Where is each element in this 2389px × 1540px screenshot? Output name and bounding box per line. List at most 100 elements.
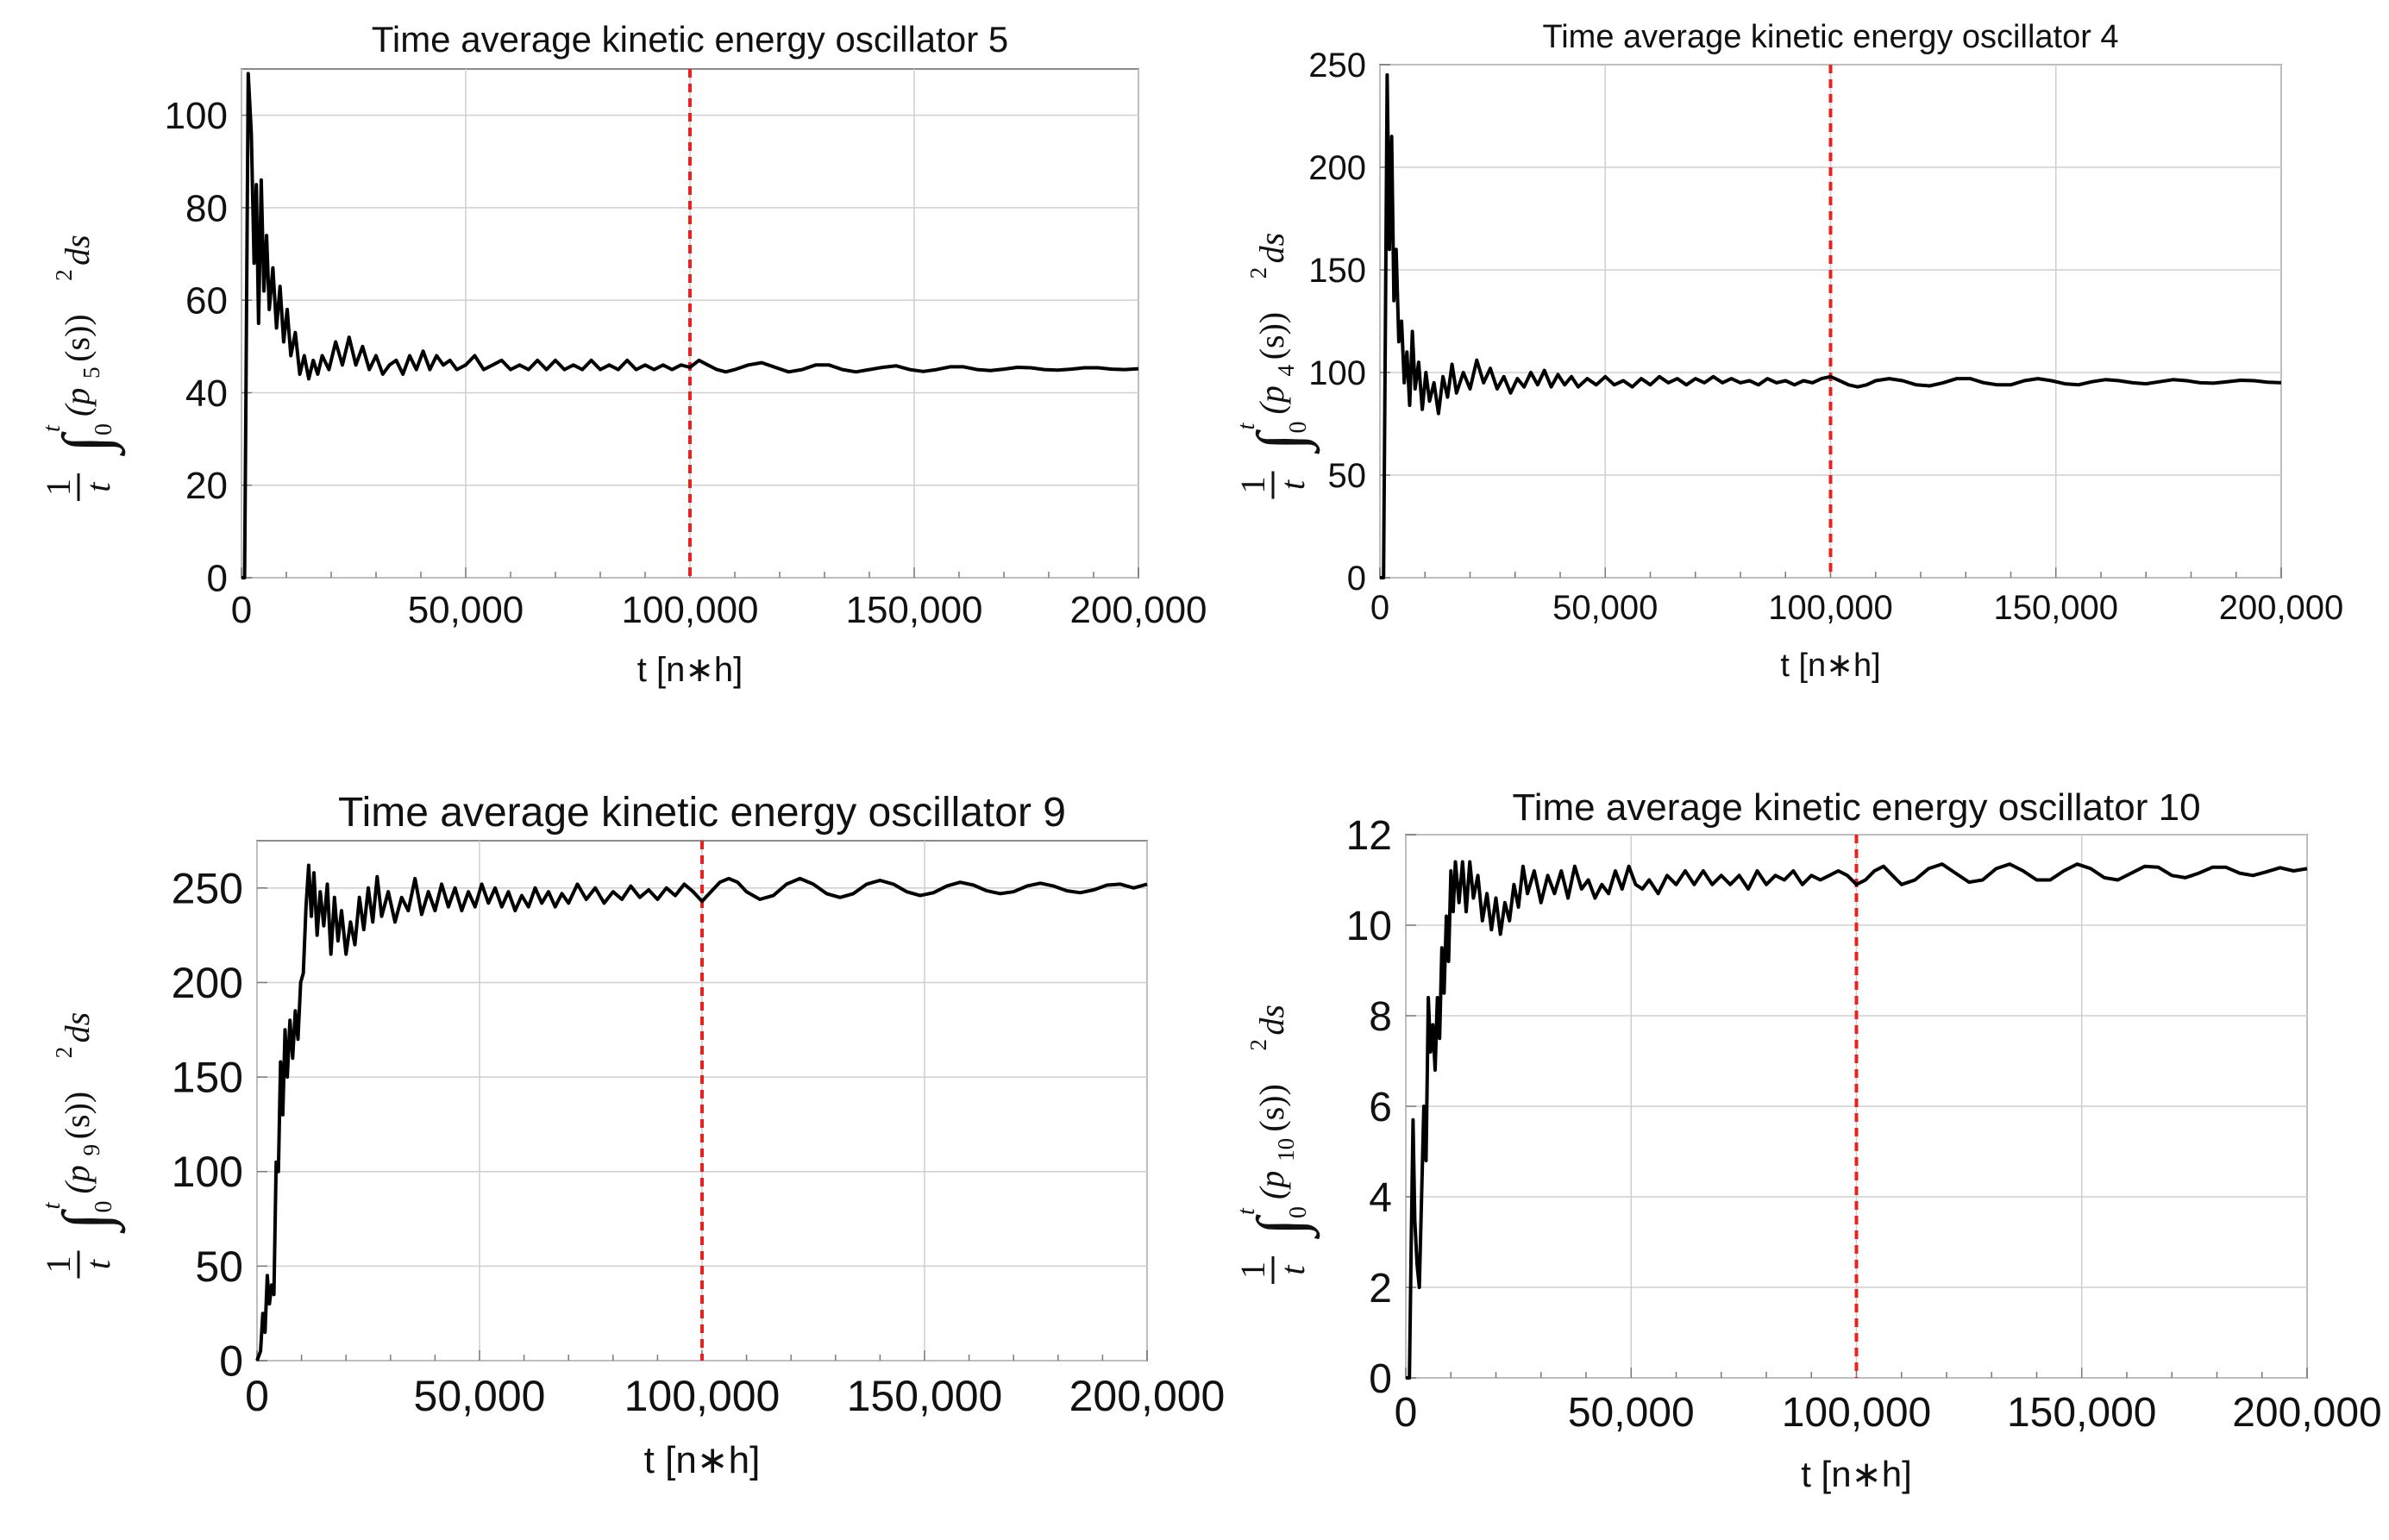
y-axis-label: 1 t∫t 0(p5(s))2ds: [39, 235, 126, 501]
y-tick-label: 50: [1328, 457, 1367, 495]
x-tick-label: 50,000: [408, 589, 524, 631]
ylabel-p: (p: [58, 1165, 97, 1193]
ylabel-subscript: 4: [1273, 365, 1299, 377]
ylabel-upper-limit: t: [1233, 1207, 1260, 1215]
ylabel-ds: ds: [1252, 1005, 1291, 1036]
y-tick-label: 200: [1308, 149, 1366, 187]
y-tick-label: 200: [172, 959, 243, 1007]
ylabel-exponent: 2: [51, 1047, 77, 1059]
ylabel-integral-icon: ∫: [50, 1209, 126, 1234]
ylabel-numerator: 1: [1233, 477, 1272, 494]
x-tick-label: 100,000: [1768, 589, 1893, 627]
x-axis-label: t [n∗h]: [1801, 1454, 1912, 1494]
y-tick-label: 6: [1369, 1085, 1392, 1130]
ylabel-subscript: 5: [78, 366, 104, 379]
ylabel-ds: ds: [58, 235, 97, 266]
y-axis-label: 1 t∫t 0(p9(s))2ds: [39, 1012, 126, 1279]
y-tick-label: 4: [1369, 1175, 1392, 1221]
x-tick-label: 150,000: [1993, 589, 2118, 627]
ylabel-lower-limit: 0: [1285, 422, 1312, 434]
y-tick-label: 0: [1347, 560, 1366, 598]
y-tick-label: 150: [172, 1054, 243, 1102]
ylabel-upper-limit: t: [1233, 423, 1260, 430]
x-tick-label: 150,000: [845, 589, 982, 631]
chart-title: Time average kinetic energy oscillator 1…: [1512, 786, 2200, 829]
chart-oscillator-5: 0 50,000 100,000 150,000 200,000 0 20 40 60 80 100…: [0, 0, 1207, 770]
ylabel-exponent: 2: [1245, 1039, 1271, 1051]
ylabel-integral-icon: ∫: [1245, 429, 1320, 454]
x-tick-label: 0: [231, 589, 252, 631]
ylabel-denominator: t: [78, 1259, 117, 1269]
y-tick-label: 60: [185, 280, 228, 322]
x-tick-label: 150,000: [2007, 1390, 2157, 1436]
x-tick-label: 100,000: [621, 589, 758, 631]
x-tick-label: 150,000: [847, 1372, 1003, 1420]
series-line: [255, 863, 1148, 1362]
ylabel-integral-icon: ∫: [1245, 1214, 1320, 1239]
y-tick-label: 50: [195, 1243, 243, 1291]
x-tick-label: 100,000: [624, 1372, 781, 1420]
ylabel-p: (p: [58, 388, 97, 416]
chart-svg: 0 50,000 100,000 150,000 200,000 0 50 100 150 200…: [1233, 19, 2344, 684]
x-tick-label: 200,000: [1069, 1372, 1226, 1420]
x-tick-label: 200,000: [2219, 589, 2344, 627]
ylabel-denominator: t: [1273, 479, 1312, 490]
x-axis-label: t [n∗h]: [637, 651, 743, 689]
ylabel-subscript: 10: [1273, 1138, 1299, 1161]
ylabel-ds: ds: [1252, 233, 1291, 264]
y-tick-label: 12: [1346, 813, 1392, 859]
ylabel-exponent: 2: [51, 269, 77, 281]
y-axis-label: 1 t∫t 0(p4(s))2ds: [1233, 233, 1320, 499]
chart-svg: 0 50,000 100,000 150,000 200,000 0 2 4 6 8 10 12 Tim…: [1233, 786, 2382, 1494]
chart-svg: 0 50,000 100,000 150,000 200,000 0 50 100 150 200…: [39, 790, 1225, 1481]
ylabel-lower-limit: 0: [91, 1201, 117, 1213]
ylabel-numerator: 1: [39, 1256, 78, 1274]
y-tick-label: 20: [185, 465, 228, 507]
y-tick-label: 150: [1308, 252, 1366, 290]
x-tick-label: 0: [1370, 589, 1389, 627]
ylabel-p: (p: [1252, 385, 1291, 414]
series-line: [241, 72, 1139, 579]
ylabel-s-paren: (s)): [58, 314, 97, 362]
y-tick-label: 10: [1346, 904, 1392, 949]
y-tick-label: 40: [185, 372, 228, 415]
x-tick-label: 50,000: [414, 1372, 546, 1420]
x-tick-label: 200,000: [2232, 1390, 2382, 1436]
y-tick-label: 0: [207, 557, 228, 599]
chart-oscillator-4: 0 50,000 100,000 150,000 200,000 0 50 100 150 200…: [1194, 0, 2389, 770]
y-tick-label: 250: [1308, 47, 1366, 85]
x-tick-label: 50,000: [1552, 589, 1658, 627]
ylabel-numerator: 1: [39, 479, 78, 496]
ylabel-upper-limit: t: [39, 1202, 66, 1210]
chart-svg: 0 50,000 100,000 150,000 200,000020406080100…: [39, 19, 1207, 689]
y-tick-label: 250: [172, 864, 243, 912]
x-tick-label: 200,000: [1069, 589, 1207, 631]
x-axis-label: t [n∗h]: [1780, 648, 1880, 684]
y-tick-label: 100: [1308, 354, 1366, 392]
chart-oscillator-9: 0 50,000 100,000 150,000 200,000 0 50 100 150 200…: [0, 770, 1225, 1540]
ylabel-lower-limit: 0: [1285, 1206, 1312, 1218]
y-axis-label: 1 t∫t 0(p10(s))2ds: [1233, 1005, 1320, 1284]
x-tick-label: 50,000: [1568, 1390, 1695, 1436]
series-line: [1380, 72, 2282, 579]
ylabel-s-paren: (s)): [1252, 1084, 1291, 1132]
ylabel-denominator: t: [78, 482, 117, 492]
x-tick-label: 100,000: [1782, 1390, 1932, 1436]
ylabel-s-paren: (s)): [58, 1092, 97, 1140]
x-tick-label: 0: [1395, 1390, 1418, 1436]
y-tick-label: 2: [1369, 1266, 1392, 1312]
ylabel-exponent: 2: [1245, 267, 1271, 279]
x-axis-label: t [n∗h]: [644, 1439, 761, 1481]
ylabel-ds: ds: [58, 1012, 97, 1043]
x-tick-label: 0: [245, 1372, 269, 1420]
ylabel-denominator: t: [1273, 1265, 1312, 1275]
y-tick-label: 80: [185, 187, 228, 229]
ylabel-p: (p: [1252, 1171, 1291, 1199]
ylabel-integral-icon: ∫: [50, 431, 126, 456]
ylabel-upper-limit: t: [39, 424, 66, 432]
chart-title: Time average kinetic energy oscillator 9: [338, 790, 1066, 836]
series-line: [1406, 860, 2308, 1380]
y-tick-label: 0: [1369, 1356, 1392, 1402]
chart-title: Time average kinetic energy oscillator 5: [372, 19, 1008, 59]
y-tick-label: 8: [1369, 994, 1392, 1040]
